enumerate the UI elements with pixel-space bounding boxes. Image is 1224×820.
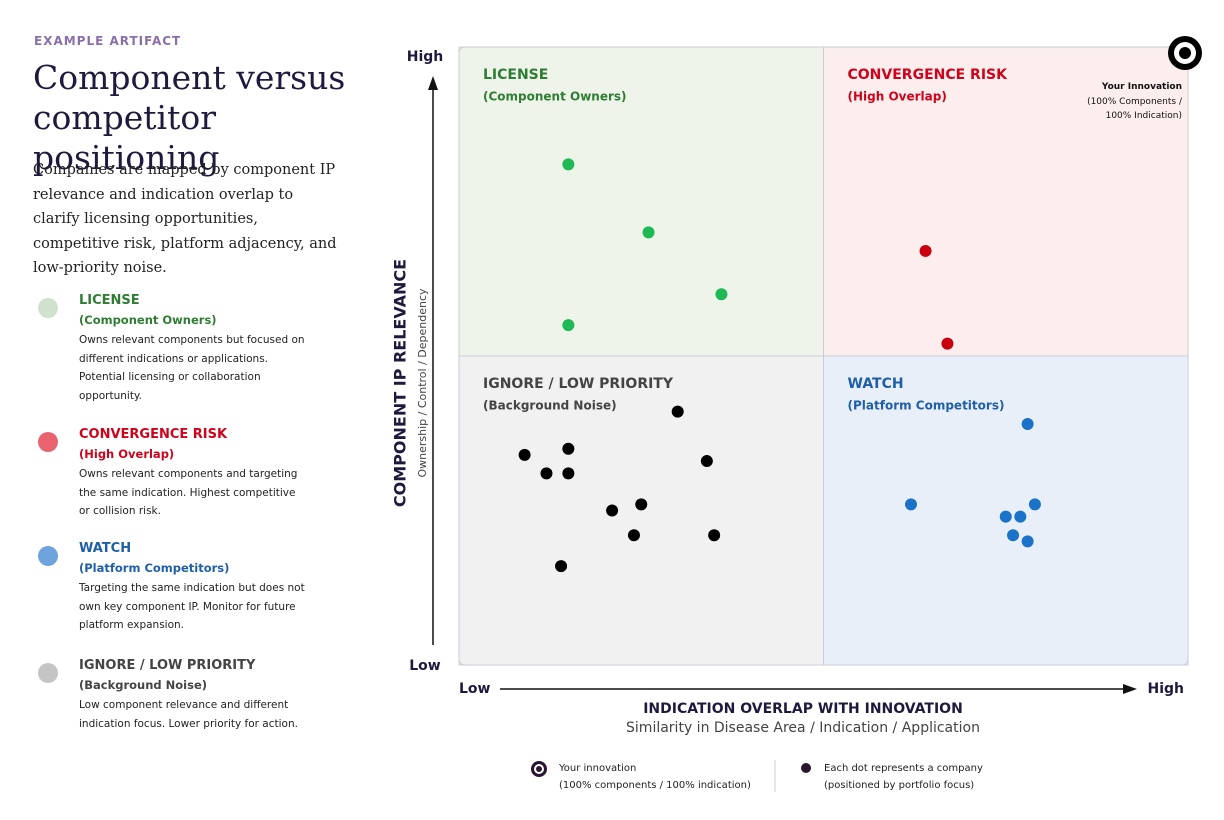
company-dot: [671, 405, 684, 418]
footnote-title: Your innovation: [558, 763, 636, 774]
plot-border: [458, 46, 1189, 666]
legend-subtitle: (High Overlap): [79, 447, 175, 461]
quadrant-title: WATCH: [848, 376, 904, 392]
legend-name: WATCH: [79, 541, 132, 556]
legend-description: Owns relevant components but focused on …: [79, 334, 305, 402]
quadrant: [458, 355, 824, 666]
legend-swatch: [38, 298, 58, 318]
quadrant-subtitle: (High Overlap): [848, 90, 947, 104]
y-tick-label: Low: [409, 658, 441, 674]
company-dot: [1021, 535, 1034, 548]
quadrant-subtitle: (Background Noise): [483, 399, 617, 413]
company-dot: [715, 288, 728, 301]
quadrant-title: CONVERGENCE RISK: [848, 67, 1009, 83]
company-dot: [941, 337, 954, 350]
company-dot: [904, 498, 917, 511]
legend-description: Targeting the same indication but does n…: [79, 582, 305, 631]
quadrant-title: LICENSE: [483, 67, 548, 83]
footer-dot-icon: [801, 763, 811, 773]
company-dot: [606, 504, 619, 517]
company-dot: [708, 529, 721, 542]
company-dot: [562, 319, 575, 332]
y-sublabel: Ownership / Control / Dependency: [416, 288, 429, 478]
company-dot: [562, 467, 575, 480]
company-dot: [1028, 498, 1041, 511]
legend-description: Owns relevant components and targeting t…: [79, 468, 298, 517]
y-label: COMPONENT IP RELEVANCE: [391, 259, 410, 507]
quadrant-subtitle: (Component Owners): [483, 90, 627, 104]
footer-innovation-icon: [536, 766, 542, 772]
quadrant: [823, 46, 1189, 357]
quadrant: [458, 46, 824, 357]
legend-name: LICENSE: [79, 293, 140, 308]
company-dot: [1007, 529, 1020, 542]
footnote-title: Each dot represents a company: [824, 763, 983, 774]
company-dot: [555, 560, 568, 573]
legend-name: IGNORE / LOW PRIORITY: [79, 658, 256, 673]
company-dot: [518, 448, 531, 461]
innovation-core: [1179, 47, 1191, 59]
quadrant-subtitle: (Platform Competitors): [848, 399, 1005, 413]
legend-subtitle: (Component Owners): [79, 313, 217, 327]
y-tick-label: High: [407, 49, 444, 65]
legend-subtitle: (Platform Competitors): [79, 561, 230, 575]
x-tick-label: High: [1147, 681, 1184, 697]
x-label: INDICATION OVERLAP WITH INNOVATION: [643, 701, 963, 717]
company-dot: [562, 442, 575, 455]
description: Companies are mapped by component IP rel…: [33, 162, 337, 276]
company-dot: [562, 158, 575, 171]
company-dot: [999, 510, 1012, 523]
company-dot: [700, 455, 713, 468]
quadrant-title: IGNORE / LOW PRIORITY: [483, 376, 674, 392]
y-arrow: [428, 76, 438, 90]
innovation-name: Your Innovation: [1101, 82, 1182, 92]
page-title: Component versus competitor positioning: [33, 58, 346, 177]
company-dot: [627, 529, 640, 542]
legend-subtitle: (Background Noise): [79, 678, 208, 692]
footnote-subtitle: (100% components / 100% indication): [559, 780, 751, 791]
x-arrow: [1123, 684, 1137, 694]
company-dot: [540, 467, 553, 480]
legend-swatch: [38, 432, 58, 452]
company-dot: [919, 244, 932, 257]
innovation-label: (100% Components / 100% Indication): [1087, 96, 1182, 122]
legend-name: CONVERGENCE RISK: [79, 427, 228, 442]
company-dot: [635, 498, 648, 511]
legend-description: Low component relevance and different in…: [79, 699, 298, 730]
company-dot: [642, 226, 655, 239]
legend-swatch: [38, 663, 58, 683]
innovation-callout: Your Innovation (100% Components / 100% …: [1070, 80, 1182, 124]
quadrant: [823, 355, 1189, 666]
legend-swatch: [38, 546, 58, 566]
x-tick-label: Low: [459, 681, 491, 697]
footnote-subtitle: (positioned by portfolio focus): [824, 780, 974, 791]
plot-area: [458, 46, 1189, 666]
x-sublabel: Similarity in Disease Area / Indication …: [626, 720, 980, 736]
company-dot: [1014, 510, 1027, 523]
eyebrow: EXAMPLE ARTIFACT: [34, 34, 182, 48]
company-dot: [1021, 417, 1034, 430]
